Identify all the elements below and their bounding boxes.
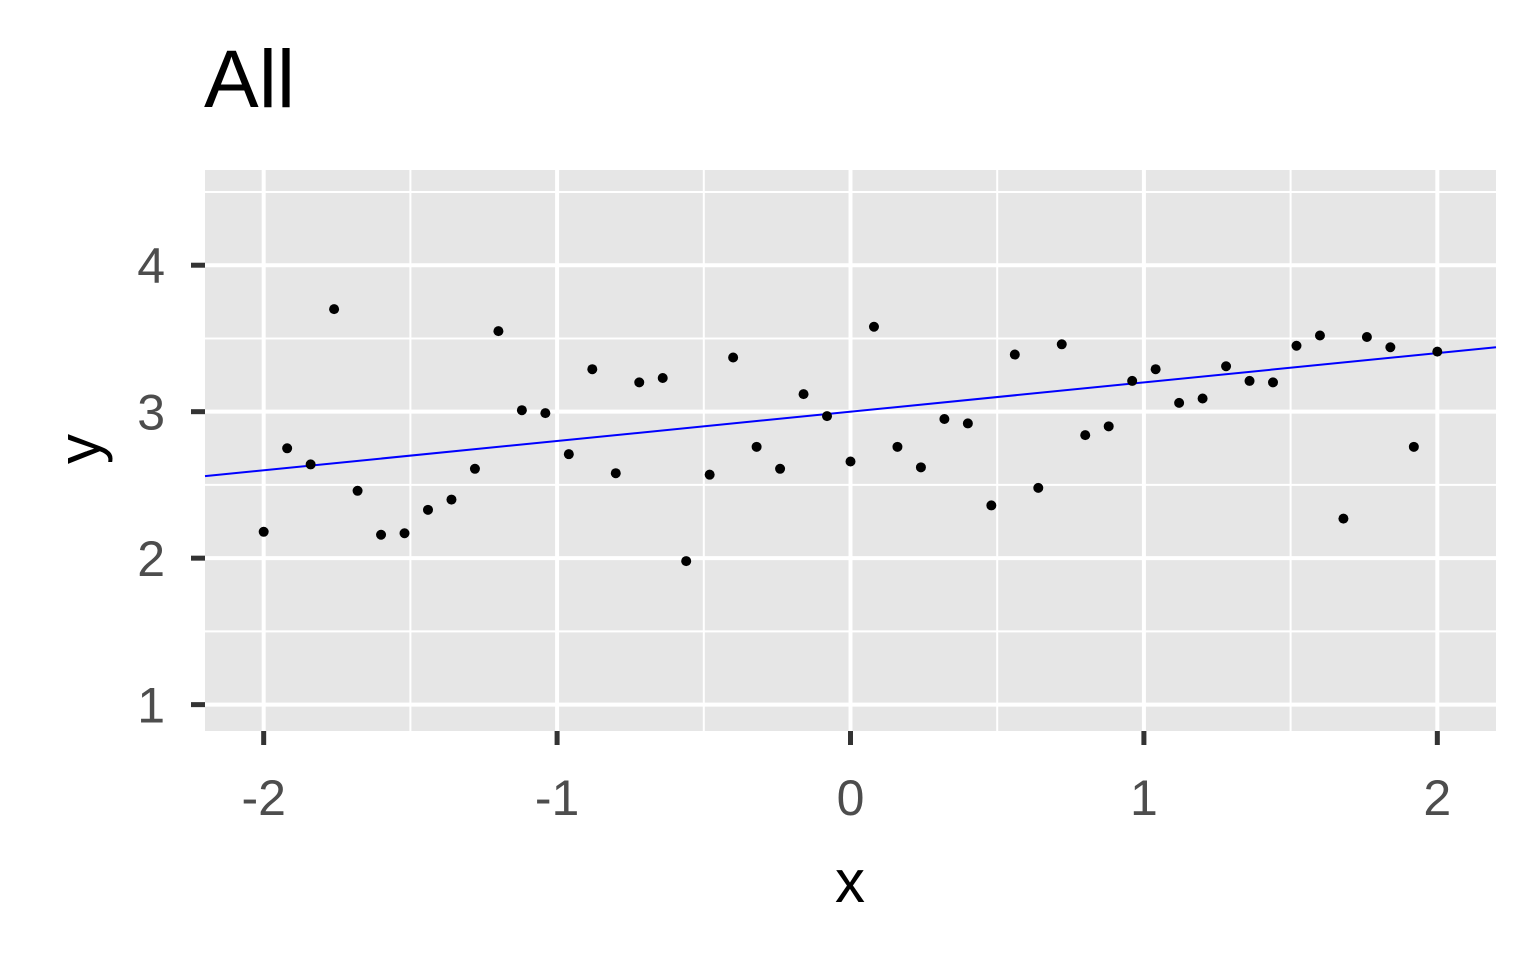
data-point: [352, 485, 363, 496]
data-point: [587, 364, 598, 375]
data-point: [1361, 331, 1372, 342]
data-point: [1174, 397, 1185, 408]
data-point: [1127, 375, 1138, 386]
data-point: [1056, 339, 1067, 350]
data-point: [751, 441, 762, 452]
x-tick-label: 1: [1130, 770, 1158, 826]
data-point: [634, 377, 645, 388]
data-point: [939, 414, 950, 425]
data-point: [1080, 430, 1091, 441]
grid-major: [205, 170, 1496, 731]
data-point: [1432, 346, 1443, 357]
data-point: [868, 321, 879, 332]
points-layer: [258, 304, 1443, 567]
y-tick-label: 1: [137, 678, 165, 734]
data-point: [469, 463, 480, 474]
data-point: [822, 411, 833, 422]
chart-title: All: [204, 34, 295, 125]
data-point: [329, 304, 340, 315]
data-point: [1268, 377, 1279, 388]
data-point: [399, 528, 410, 539]
data-point: [704, 469, 715, 480]
y-tick-label: 3: [137, 385, 165, 441]
x-tick-label: -2: [241, 770, 285, 826]
x-axis-label: x: [835, 848, 865, 915]
data-point: [1291, 340, 1302, 351]
data-point: [610, 468, 621, 479]
data-point: [1150, 364, 1161, 375]
data-point: [915, 462, 926, 473]
data-point: [986, 500, 997, 511]
data-point: [657, 372, 668, 383]
x-tick-label: 2: [1423, 770, 1451, 826]
data-point: [282, 443, 293, 454]
y-axis-label: y: [46, 434, 113, 464]
data-point: [1197, 393, 1208, 404]
data-point: [1103, 421, 1114, 432]
data-point: [516, 405, 527, 416]
data-point: [305, 459, 316, 470]
data-point: [962, 418, 973, 429]
x-tick-label: -1: [535, 770, 579, 826]
y-tick-label: 4: [137, 238, 165, 294]
x-tick-label: 0: [837, 770, 865, 826]
data-point: [540, 408, 551, 419]
data-point: [493, 326, 504, 337]
data-point: [1314, 330, 1325, 341]
data-point: [376, 529, 387, 540]
data-point: [1009, 349, 1020, 360]
data-point: [1244, 375, 1255, 386]
x-axis-ticks: -2 -1 0 1 2: [241, 731, 1451, 826]
data-point: [1221, 361, 1232, 372]
data-point: [681, 556, 692, 567]
data-point: [446, 494, 457, 505]
data-point: [1338, 513, 1349, 524]
y-axis-ticks: 1 2 3 4: [137, 238, 205, 734]
data-point: [728, 352, 739, 363]
data-point: [563, 449, 574, 460]
fit-line: [204, 346, 1497, 478]
y-tick-label: 2: [137, 531, 165, 587]
data-point: [775, 463, 786, 474]
fit-line-layer: [204, 346, 1497, 478]
data-point: [798, 389, 809, 400]
data-point: [422, 504, 433, 515]
data-point: [1385, 342, 1396, 353]
data-point: [1033, 482, 1044, 493]
data-point: [1408, 441, 1419, 452]
data-point: [892, 441, 903, 452]
data-point: [845, 456, 856, 467]
data-point: [258, 526, 269, 537]
